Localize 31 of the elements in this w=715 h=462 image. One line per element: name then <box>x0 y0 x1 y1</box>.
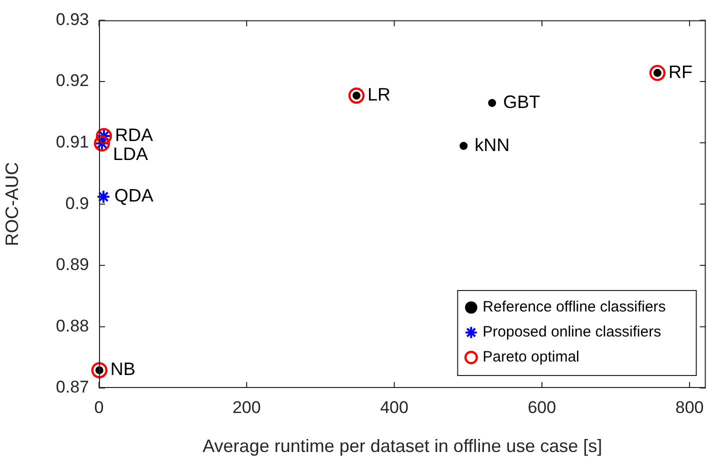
annotation: QDA <box>114 186 154 206</box>
y-tick-label: 0.89 <box>56 255 89 274</box>
annotation: RF <box>668 62 692 82</box>
point <box>348 88 365 104</box>
point <box>649 64 666 82</box>
y-tick-label: 0.91 <box>56 132 89 152</box>
legend-label: Pareto optimal <box>482 348 580 366</box>
x-tick-label: 0 <box>94 398 104 417</box>
annotation: NB <box>110 359 136 380</box>
annotation: RDA <box>114 125 153 146</box>
y-tick-label: 0.93 <box>56 10 89 29</box>
point <box>91 362 108 378</box>
x-tick-label: 200 <box>232 398 261 417</box>
legend-label: Proposed online classifiers <box>482 324 662 341</box>
x-tick-label: 600 <box>528 398 556 417</box>
annotation: GBT <box>503 92 540 112</box>
x-axis-title: Average runtime per dataset in offline use case [s] <box>202 436 602 456</box>
x-tick-label: 800 <box>675 398 704 417</box>
point <box>488 98 496 107</box>
legend-label: Reference offline classifiers <box>482 298 666 316</box>
point <box>96 190 110 204</box>
point <box>460 142 468 150</box>
y-tick-label: 0.87 <box>56 378 89 397</box>
y-tick-label: 0.92 <box>56 71 89 90</box>
annotation: LR <box>367 84 390 105</box>
annotation: LDA <box>112 144 148 164</box>
y-axis-title: ROC-AUC <box>2 162 22 246</box>
x-tick-label: 400 <box>380 398 408 417</box>
y-tick-label: 0.88 <box>56 316 89 336</box>
annotation: kNN <box>474 134 510 155</box>
y-tick-label: 0.9 <box>65 194 89 213</box>
